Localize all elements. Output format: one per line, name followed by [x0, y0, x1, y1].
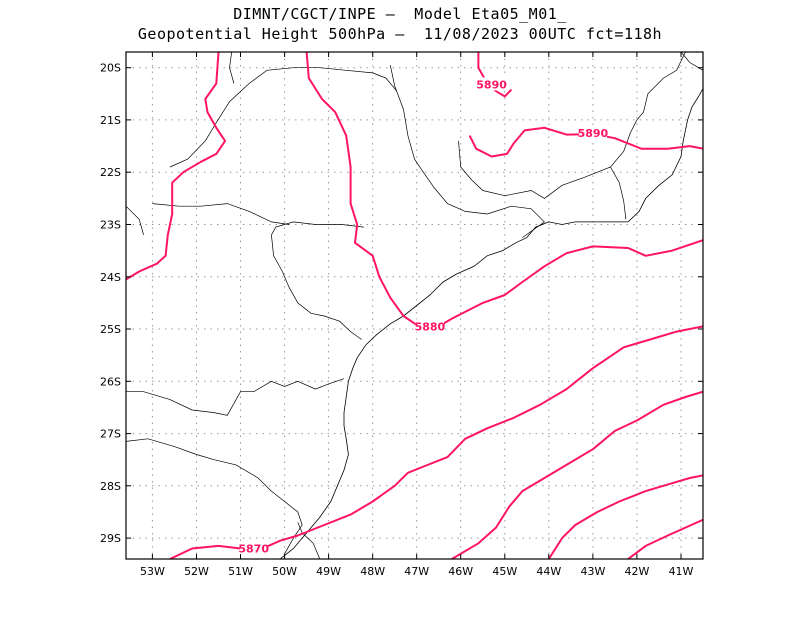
state-border-line	[229, 52, 235, 84]
lat-tick-label: 27S	[100, 428, 121, 441]
height-contours	[126, 52, 703, 559]
contour-label-bg	[239, 541, 268, 555]
lon-tick-label: 53W	[140, 565, 165, 578]
lon-tick-label: 46W	[448, 565, 473, 578]
state-border-line	[169, 67, 398, 168]
lat-tick-label: 21S	[100, 114, 121, 127]
height-contour-line	[547, 474, 703, 559]
state-border-line	[297, 522, 321, 559]
lat-tick-label: 25S	[100, 323, 121, 336]
map-title-line-1: DIMNT/CGCT/INPE – Model Eta05_M01_	[233, 5, 567, 23]
lon-tick-label: 50W	[272, 565, 297, 578]
lon-tick-label: 51W	[228, 565, 253, 578]
lon-tick-label: 48W	[360, 565, 385, 578]
coastline-line	[279, 88, 703, 559]
coastline	[279, 88, 703, 559]
map-title-line-2: Geopotential Height 500hPa – 11/08/2023 …	[137, 25, 663, 43]
political-borders	[126, 52, 703, 559]
lat-tick-label: 22S	[100, 166, 121, 179]
height-contour-line	[627, 518, 703, 559]
lat-tick-label: 20S	[100, 62, 121, 75]
lon-tick-label: 52W	[184, 565, 209, 578]
lon-tick-label: 43W	[580, 565, 605, 578]
contour-label-bg	[578, 126, 607, 139]
contour-label-bg	[415, 319, 444, 333]
lon-tick-label: 49W	[316, 565, 341, 578]
lon-tick-label: 41W	[669, 565, 694, 578]
height-contour-line	[451, 390, 703, 559]
lat-tick-label: 26S	[100, 375, 121, 388]
lat-tick-label: 28S	[100, 480, 121, 493]
lat-tick-label: 29S	[100, 532, 121, 545]
contour-label-bg	[477, 77, 506, 91]
height-contour-line	[305, 52, 703, 330]
contour-label: 5870	[238, 543, 269, 556]
lat-tick-label: 24S	[100, 271, 121, 284]
contour-label: 5890	[578, 127, 609, 140]
state-border-line	[271, 221, 364, 340]
lon-tick-label: 42W	[624, 565, 649, 578]
state-border-line	[389, 65, 545, 238]
state-border-line	[126, 205, 144, 235]
lat-lon-grid	[126, 52, 703, 559]
state-border-line	[458, 52, 686, 199]
map-frame	[125, 51, 704, 560]
lon-tick-label: 44W	[536, 565, 561, 578]
state-border-line	[126, 438, 303, 554]
contour-label: 5880	[415, 320, 446, 333]
state-border-line	[152, 203, 290, 225]
state-border-line	[126, 378, 345, 416]
axis-ticks: 53W 52W 51W 50W 49W 48W 47W 46W 45W 44W 43W 42W 41W 2…	[100, 52, 703, 578]
lon-tick-label: 45W	[492, 565, 517, 578]
lat-tick-label: 23S	[100, 219, 121, 232]
lon-tick-label: 47W	[404, 565, 429, 578]
height-contour-line	[169, 325, 703, 559]
height-contour-line	[468, 126, 703, 158]
contour-labels: 5890 5890 5880 5870	[238, 77, 609, 556]
state-border-line	[610, 166, 627, 220]
contour-label: 5890	[476, 78, 507, 91]
height-contour-line	[126, 52, 227, 281]
